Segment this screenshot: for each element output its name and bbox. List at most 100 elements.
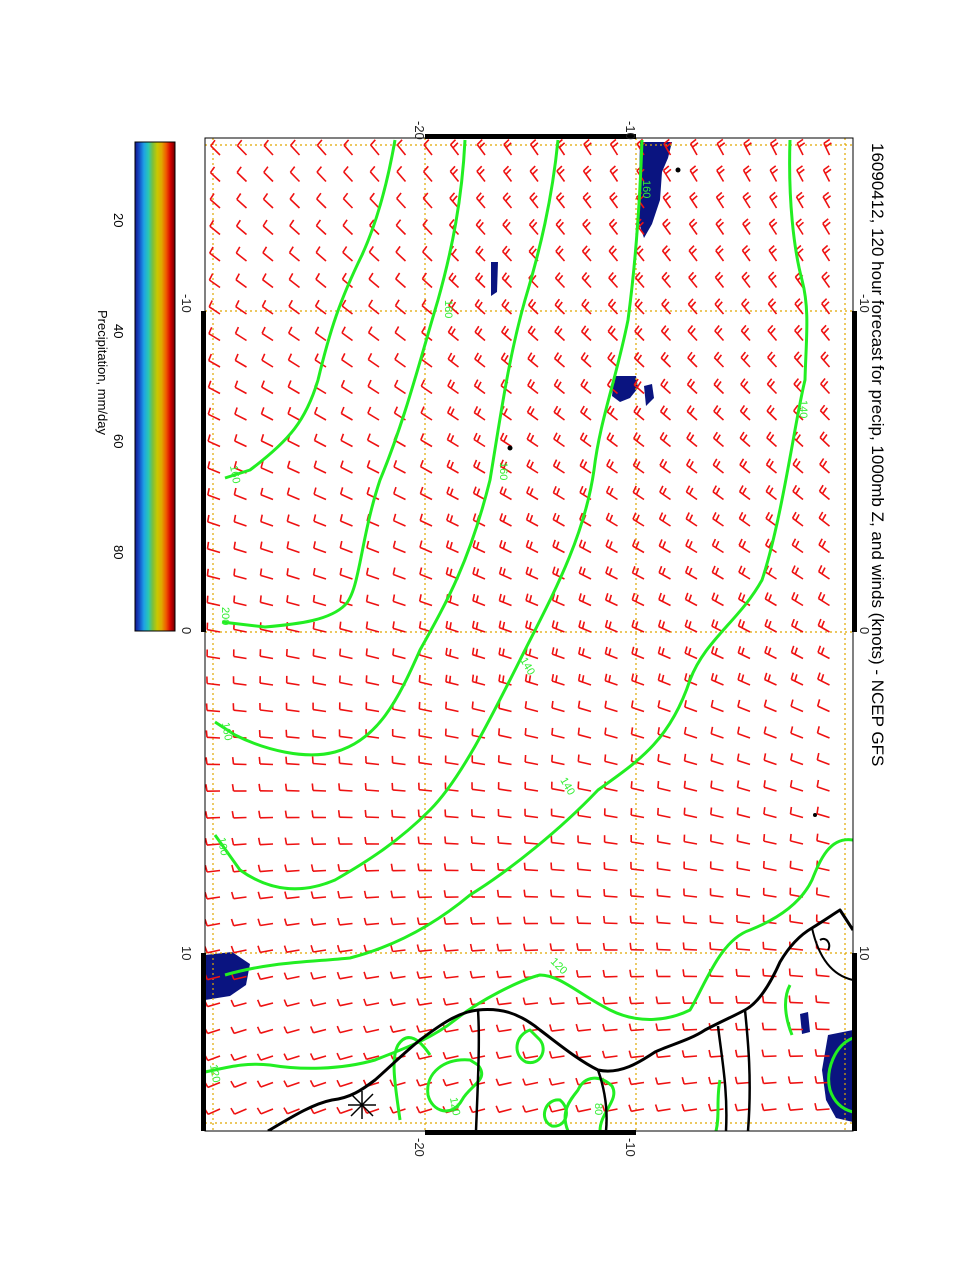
- wind-barb: [362, 1052, 380, 1061]
- wind-barb: [604, 619, 618, 633]
- wind-barbs: [205, 138, 832, 1116]
- wind-barb: [258, 810, 274, 819]
- wind-barb: [419, 513, 433, 527]
- wind-barb: [633, 432, 645, 448]
- wind-barb: [608, 218, 619, 235]
- wind-barb: [712, 458, 724, 474]
- wind-barb: [314, 299, 327, 315]
- left-tick-label: -10: [179, 294, 194, 313]
- wind-barb: [501, 245, 513, 262]
- wind-barb: [448, 299, 460, 315]
- wind-barb: [418, 755, 433, 766]
- wind-barb: [791, 511, 804, 527]
- wind-barb: [498, 593, 512, 607]
- wind-barb: [231, 837, 247, 846]
- wind-barb: [795, 191, 805, 209]
- wind-barb: [710, 780, 724, 792]
- wind-barb: [313, 460, 327, 474]
- wind-barb: [790, 672, 804, 686]
- wind-barb: [392, 594, 406, 607]
- wind-barb: [738, 485, 751, 501]
- wind-barb: [656, 888, 671, 898]
- wind-barb: [257, 891, 274, 900]
- contour-label: 160: [640, 180, 652, 198]
- wind-barb: [815, 995, 830, 1004]
- wind-barb: [259, 676, 274, 686]
- wind-barb: [285, 675, 300, 686]
- wind-barb: [683, 834, 698, 845]
- wind-barb: [473, 406, 486, 421]
- wind-barb: [469, 970, 486, 979]
- wind-barb: [657, 807, 671, 819]
- wind-barb: [555, 218, 566, 236]
- wind-barb: [261, 353, 274, 368]
- wind-barb: [552, 539, 565, 554]
- wind-barb: [257, 918, 274, 927]
- wind-barb: [443, 917, 459, 925]
- wind-barb: [370, 139, 380, 156]
- wind-barb: [234, 326, 247, 342]
- wind-barb: [283, 1080, 300, 1088]
- wind-barb: [714, 298, 725, 315]
- wind-barb: [236, 166, 248, 183]
- wind-barb: [528, 218, 539, 236]
- location-marker: [348, 1091, 376, 1119]
- wind-barb: [577, 835, 592, 845]
- wind-barb: [471, 809, 486, 819]
- wind-barb: [418, 782, 433, 792]
- contour-line: [827, 1036, 853, 1114]
- wind-barb: [716, 138, 726, 156]
- wind-barb: [763, 807, 777, 819]
- contour-line: [224, 139, 397, 480]
- wind-barb: [284, 891, 300, 900]
- wind-barb: [657, 780, 671, 792]
- wind-barb: [389, 971, 406, 980]
- wind-barb: [789, 860, 804, 872]
- wind-barb: [312, 702, 327, 713]
- wind-barb: [336, 944, 353, 953]
- wind-barb: [716, 165, 725, 182]
- wind-barb: [206, 595, 221, 607]
- wind-barb: [578, 593, 592, 607]
- wind-barb: [230, 1080, 247, 1088]
- wind-barb: [709, 861, 724, 872]
- wind-barb: [443, 970, 459, 979]
- wind-barb: [736, 780, 751, 792]
- wind-barb: [548, 1105, 565, 1113]
- wind-barb: [656, 915, 671, 925]
- wind-barb: [736, 753, 751, 766]
- wind-barb: [236, 139, 248, 156]
- wind-barb: [713, 405, 725, 421]
- wind-barb: [367, 326, 380, 342]
- wind-barb: [310, 972, 327, 980]
- wind-barb: [684, 619, 698, 633]
- wind-barb: [419, 486, 433, 501]
- wind-barb: [582, 165, 592, 182]
- wind-barb: [550, 781, 565, 792]
- wind-barb: [554, 325, 566, 342]
- wind-barb: [712, 485, 724, 501]
- wind-barb: [235, 273, 247, 289]
- wind-barb: [445, 647, 459, 660]
- wind-barb: [311, 837, 327, 846]
- wind-barb: [259, 649, 274, 660]
- wind-barb: [629, 888, 645, 898]
- wind-barb: [394, 326, 406, 342]
- wind-barb: [263, 166, 274, 183]
- wind-barb: [498, 647, 512, 660]
- wind-barb: [659, 485, 671, 501]
- wind-barb: [816, 806, 830, 819]
- wind-barb: [603, 808, 618, 819]
- wind-barb: [711, 592, 724, 607]
- contour-line: [221, 139, 467, 629]
- wind-barb: [787, 1076, 804, 1084]
- wind-barb: [445, 540, 459, 554]
- wind-barb: [365, 594, 380, 607]
- wind-barb: [526, 432, 539, 448]
- wind-barb: [552, 459, 565, 474]
- wind-barb: [498, 620, 512, 633]
- precip-patch: [491, 262, 498, 296]
- wind-barb: [628, 1023, 645, 1032]
- contour-label: 140: [797, 400, 809, 418]
- wind-barb: [365, 567, 380, 580]
